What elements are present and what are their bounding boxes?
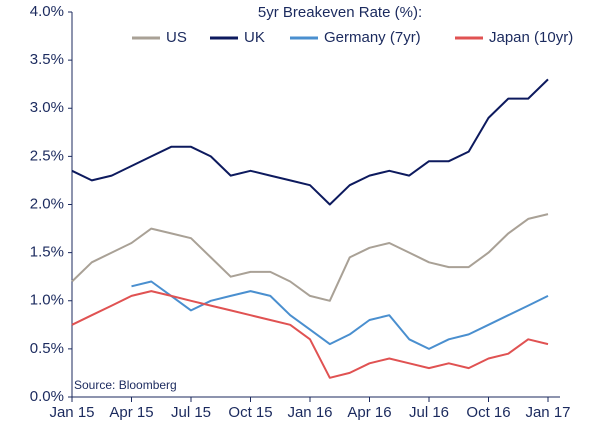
- legend-label: Japan (10yr): [489, 29, 573, 46]
- y-tick-label: 1.5%: [30, 244, 64, 261]
- x-tick-label: Jan 16: [287, 404, 332, 421]
- x-tick-label: Jan 17: [525, 404, 570, 421]
- x-tick-label: Apr 16: [347, 404, 391, 421]
- series-line: [71, 290, 549, 379]
- y-tick-label: 0.0%: [30, 388, 64, 405]
- y-tick-label: 1.0%: [30, 292, 64, 309]
- y-tick-label: 3.0%: [30, 99, 64, 116]
- legend-label: US: [166, 29, 187, 46]
- x-tick-label: Jul 15: [171, 404, 211, 421]
- y-tick-label: 2.0%: [30, 195, 64, 212]
- y-tick-label: 4.0%: [30, 3, 64, 20]
- y-tick-label: 2.5%: [30, 147, 64, 164]
- source-note: Source: Bloomberg: [74, 378, 177, 392]
- x-tick-label: Oct 16: [466, 404, 510, 421]
- legend-label: Germany (7yr): [324, 29, 421, 46]
- x-tick-label: Oct 15: [228, 404, 272, 421]
- series-line: [71, 213, 549, 302]
- series-line: [71, 78, 549, 206]
- y-tick-label: 0.5%: [30, 340, 64, 357]
- x-tick-label: Jul 16: [409, 404, 449, 421]
- y-tick-label: 3.5%: [30, 51, 64, 68]
- x-tick-label: Apr 15: [109, 404, 153, 421]
- legend-label: UK: [244, 29, 265, 46]
- series-line: [131, 280, 549, 350]
- chart-title: 5yr Breakeven Rate (%):: [258, 4, 422, 21]
- x-tick-label: Jan 15: [49, 404, 94, 421]
